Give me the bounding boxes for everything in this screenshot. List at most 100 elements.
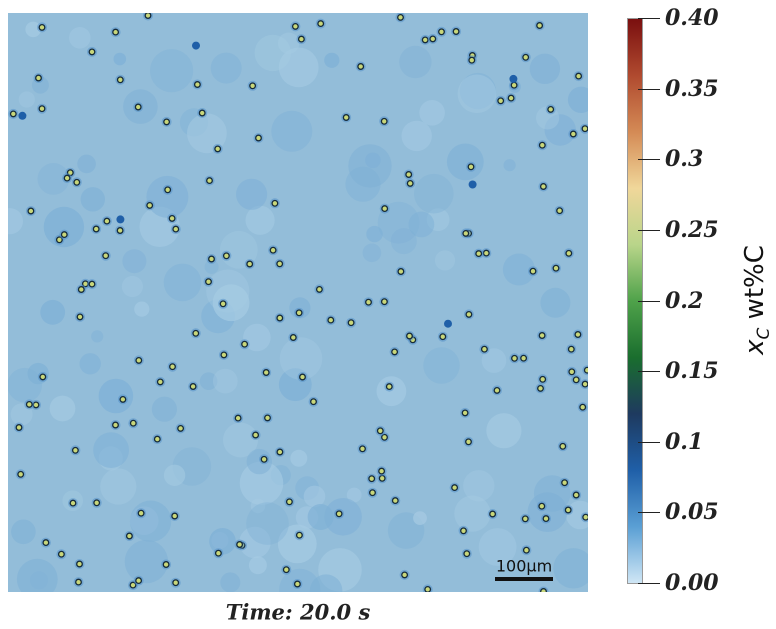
particle <box>551 263 561 274</box>
particle <box>115 74 126 85</box>
texture-blob <box>324 52 340 68</box>
field-texture <box>8 21 588 592</box>
particle <box>40 537 51 548</box>
texture-blob <box>16 558 58 592</box>
texture-blob <box>457 74 497 114</box>
particle <box>534 20 545 31</box>
particle <box>76 284 87 295</box>
particle <box>161 559 172 570</box>
particle <box>568 129 579 139</box>
particle <box>518 353 529 364</box>
texture-blob <box>37 163 70 195</box>
texture-blob <box>187 113 227 154</box>
texture-blob <box>69 27 91 49</box>
texture-blob <box>459 72 496 110</box>
particle <box>437 331 448 342</box>
texture-blob <box>220 572 241 592</box>
particle <box>563 248 574 259</box>
texture-blob <box>399 45 432 79</box>
particle <box>541 513 551 524</box>
particle <box>274 258 285 269</box>
particle <box>379 203 390 214</box>
scale-bar-label: 100μm <box>495 556 553 576</box>
particle <box>461 548 472 559</box>
texture-blob <box>10 403 33 426</box>
particle <box>366 473 377 484</box>
texture-blob <box>478 528 517 566</box>
texture-blob <box>40 299 66 325</box>
particle <box>367 487 378 498</box>
particle <box>197 108 208 118</box>
particle <box>538 181 549 192</box>
colorbar-tick-label: 0.25 <box>665 216 719 243</box>
particle <box>580 512 588 523</box>
texture-blob <box>324 498 362 536</box>
particle <box>537 140 548 151</box>
particle <box>136 508 147 519</box>
texture-blob <box>91 330 104 343</box>
texture-blob <box>408 211 435 238</box>
texture-blob <box>150 49 194 93</box>
texture-blob <box>454 495 491 532</box>
particle <box>363 297 374 308</box>
particle <box>274 447 285 457</box>
particle <box>268 245 279 256</box>
particle <box>221 250 232 261</box>
particle <box>566 344 577 355</box>
colorbar-tick-label: 0.1 <box>665 428 704 455</box>
texture-blob <box>210 52 242 84</box>
particle <box>582 365 588 376</box>
particle <box>563 505 574 515</box>
particle <box>451 26 462 37</box>
particle <box>537 330 548 341</box>
texture-blob <box>434 250 456 271</box>
texture-blob <box>124 539 169 584</box>
texture-blob <box>151 396 177 422</box>
particle <box>133 102 144 112</box>
particle <box>520 513 531 524</box>
particle <box>384 381 395 392</box>
colorbar-tick-label: 0.00 <box>665 570 719 596</box>
texture-blob <box>503 159 516 172</box>
particle <box>314 284 325 295</box>
particle <box>284 496 295 507</box>
particle <box>15 469 26 480</box>
particle <box>206 254 217 264</box>
texture-blob <box>279 337 323 380</box>
texture-blob <box>121 275 143 298</box>
texture-blob <box>245 205 275 235</box>
particle <box>436 26 447 37</box>
texture-blob <box>77 154 96 174</box>
particle <box>24 399 35 410</box>
particle <box>399 569 410 580</box>
time-label: Time: 20.0 s <box>225 599 371 625</box>
texture-blob <box>290 449 308 467</box>
texture-blob <box>212 284 250 322</box>
particle <box>487 509 498 519</box>
particle <box>204 175 215 186</box>
colorbar-tick <box>638 159 660 161</box>
colorbar-tick-label: 0.35 <box>665 75 719 102</box>
colorbar-tick <box>638 300 660 302</box>
particle <box>68 498 78 509</box>
particle <box>152 434 163 445</box>
particle <box>239 339 250 350</box>
colorbar-tick-label: 0.3 <box>665 146 704 173</box>
texture-blob <box>204 259 219 274</box>
texture-blob <box>419 100 445 126</box>
particle <box>192 79 203 90</box>
particle <box>479 344 490 355</box>
particle <box>535 383 546 394</box>
texture-blob <box>8 208 23 235</box>
particle <box>294 307 305 318</box>
particle <box>188 381 199 392</box>
particle <box>308 396 319 407</box>
particle <box>559 477 570 488</box>
dark-spot <box>509 74 518 83</box>
texture-blob <box>346 487 362 503</box>
particle <box>537 374 548 385</box>
particle <box>379 296 390 307</box>
particle <box>481 248 492 259</box>
texture-blob <box>134 301 150 317</box>
texture-blob <box>553 548 588 589</box>
